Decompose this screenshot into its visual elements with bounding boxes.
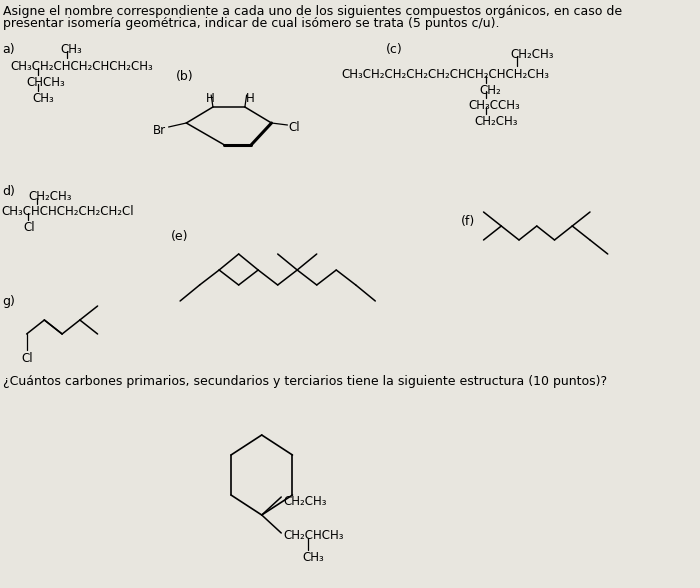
Text: g): g) [2, 295, 15, 308]
Text: (c): (c) [386, 43, 402, 56]
Text: CH₂CH₃: CH₂CH₃ [283, 495, 326, 508]
Text: CH₂CH₃: CH₂CH₃ [29, 190, 72, 203]
Text: Cl: Cl [288, 121, 300, 134]
Text: (b): (b) [176, 70, 193, 83]
Text: a): a) [2, 43, 15, 56]
Text: presentar isomería geométrica, indicar de cual isómero se trata (5 puntos c/u).: presentar isomería geométrica, indicar d… [3, 17, 499, 30]
Text: CH₂CHCH₃: CH₂CHCH₃ [283, 529, 344, 542]
Text: CHCH₃: CHCH₃ [27, 76, 65, 89]
Text: CH₂CH₃: CH₂CH₃ [475, 115, 518, 128]
Text: H: H [206, 92, 215, 105]
Text: CH₃CHCHCH₂CH₂CH₂Cl: CH₃CHCHCH₂CH₂CH₂Cl [2, 205, 134, 218]
Text: ¿Cuántos carbones primarios, secundarios y terciarios tiene la siguiente estruct: ¿Cuántos carbones primarios, secundarios… [3, 375, 607, 388]
Text: CH₃: CH₃ [60, 43, 82, 56]
Text: CH₂CH₃: CH₂CH₃ [510, 48, 554, 61]
Text: Cl: Cl [21, 352, 33, 365]
Text: CH₃CCH₃: CH₃CCH₃ [468, 99, 520, 112]
Text: Cl: Cl [23, 221, 35, 234]
Text: Br: Br [153, 124, 166, 137]
Text: d): d) [2, 185, 15, 198]
Text: Asigne el nombre correspondiente a cada uno de los siguientes compuestos orgánic: Asigne el nombre correspondiente a cada … [3, 5, 622, 18]
Text: CH₃CH₂CHCH₂CHCH₂CH₃: CH₃CH₂CHCH₂CHCH₂CH₃ [10, 60, 153, 73]
Text: CH₂: CH₂ [479, 84, 500, 97]
Text: (e): (e) [172, 230, 189, 243]
Text: CH₃: CH₃ [302, 551, 324, 564]
Text: H: H [246, 92, 255, 105]
Text: CH₃: CH₃ [32, 92, 54, 105]
Text: CH₃CH₂CH₂CH₂CH₂CHCH₂CHCH₂CH₃: CH₃CH₂CH₂CH₂CH₂CHCH₂CHCH₂CH₃ [342, 68, 550, 81]
Text: (f): (f) [461, 215, 475, 228]
